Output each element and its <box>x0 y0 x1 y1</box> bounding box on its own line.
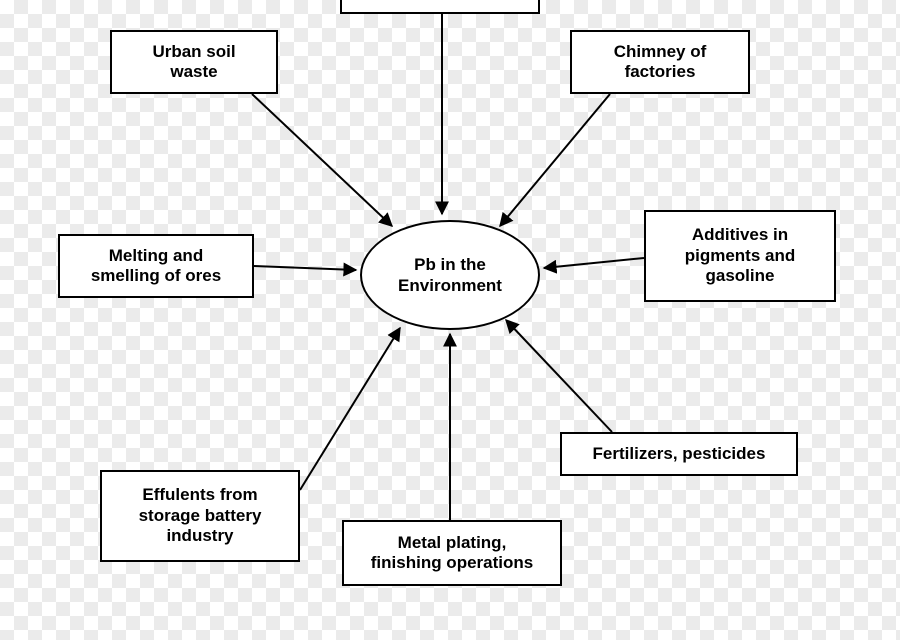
diagram-canvas: Pb in the Environment Urban soil waste Chi… <box>0 0 900 640</box>
node-urban: Urban soil waste <box>110 30 278 94</box>
center-label: Pb in the Environment <box>398 254 502 297</box>
center-node: Pb in the Environment <box>360 220 540 330</box>
node-label: Additives in pigments and gasoline <box>685 225 796 286</box>
node-label: Melting and smelling of ores <box>91 246 221 287</box>
node-label: Fertilizers, pesticides <box>593 444 766 464</box>
node-melting: Melting and smelling of ores <box>58 234 254 298</box>
node-chimney: Chimney of factories <box>570 30 750 94</box>
node-effluents: Effulents from storage battery industry <box>100 470 300 562</box>
node-label: Urban soil waste <box>152 42 235 83</box>
node-top-stub <box>340 0 540 14</box>
node-label: Metal plating, finishing operations <box>371 533 533 574</box>
node-fert: Fertilizers, pesticides <box>560 432 798 476</box>
node-metal: Metal plating, finishing operations <box>342 520 562 586</box>
node-label: Effulents from storage battery industry <box>139 485 262 546</box>
node-additives: Additives in pigments and gasoline <box>644 210 836 302</box>
node-label: Chimney of factories <box>614 42 707 83</box>
